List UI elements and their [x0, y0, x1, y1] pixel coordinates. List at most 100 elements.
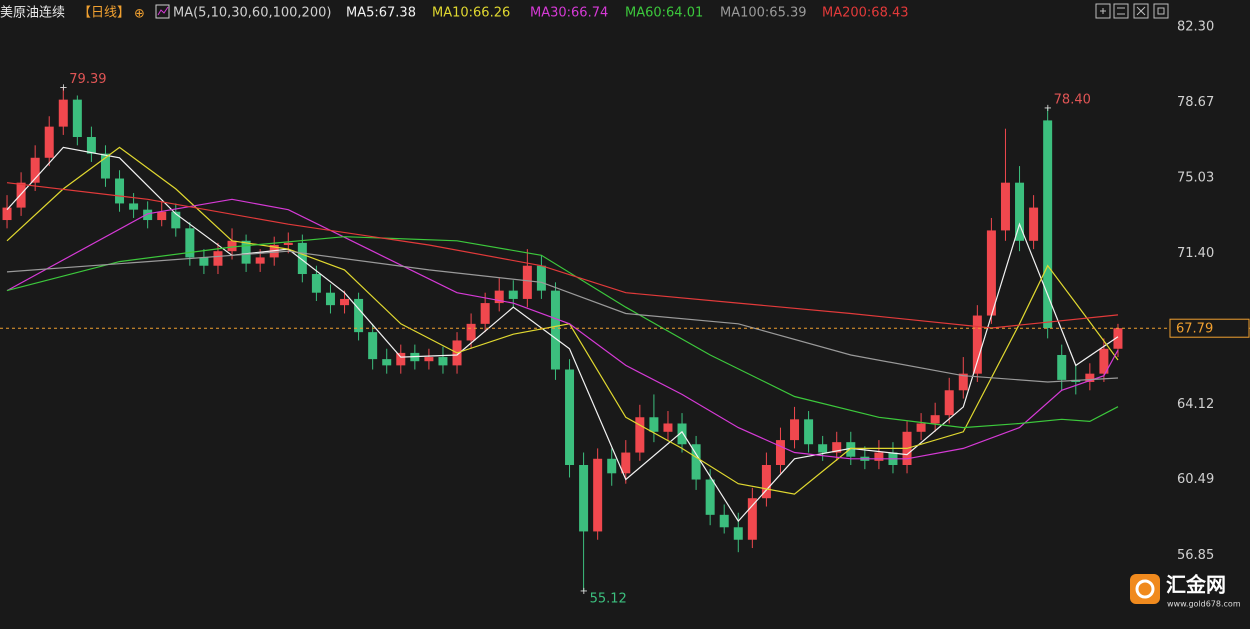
candle-body — [185, 228, 195, 258]
candle-body — [1099, 348, 1109, 374]
legend-entry: MA5:67.38 — [346, 6, 416, 21]
watermark: 汇金网 www.gold678.com — [1130, 573, 1241, 609]
candle-body — [846, 442, 856, 457]
candle-body — [944, 390, 954, 416]
extreme-label: 79.39 — [69, 72, 106, 87]
candle-body — [719, 514, 729, 528]
candle-body — [44, 126, 54, 158]
candle-body — [522, 265, 532, 299]
candle-body — [747, 498, 757, 540]
last-price-box — [1169, 318, 1250, 338]
candle-body — [115, 178, 125, 204]
candle-body — [157, 211, 167, 221]
candle-body — [30, 157, 40, 183]
candle-body — [438, 357, 448, 366]
y-tick-label: 82.30 — [1177, 19, 1214, 34]
candle-body — [550, 290, 560, 370]
candle-body — [1043, 120, 1053, 328]
candle-body — [396, 352, 406, 366]
candle-body — [100, 153, 110, 179]
candle-body — [129, 203, 139, 210]
candle-body — [171, 211, 181, 229]
candle-body — [733, 527, 743, 540]
candle-body — [508, 290, 518, 299]
ma-line — [6, 198, 1119, 460]
y-tick-label: 75.03 — [1177, 170, 1214, 185]
candle-body — [1029, 207, 1039, 241]
candle-body — [2, 207, 12, 221]
candle-body — [775, 440, 785, 466]
logo-badge — [1130, 574, 1160, 604]
candle-body — [311, 274, 321, 293]
candle-body — [649, 417, 659, 432]
candle-body — [494, 290, 504, 304]
y-tick-label: 64.12 — [1177, 397, 1214, 412]
candle-body — [199, 257, 209, 266]
candle-body — [635, 417, 645, 453]
candle-body — [86, 137, 96, 154]
chart-title: 美原油连续 — [0, 5, 65, 21]
candle-body — [227, 240, 237, 252]
candle-body — [255, 257, 265, 264]
candle-body — [916, 423, 926, 432]
indicator: MA(5,10,30,60,100,200) — [173, 6, 331, 21]
candle-body — [536, 265, 546, 291]
candle-body — [1057, 354, 1067, 380]
candle-body — [1113, 328, 1123, 349]
extreme-label: 78.40 — [1054, 92, 1091, 107]
add-icon[interactable]: ⊕ — [134, 7, 145, 22]
candle-body — [972, 315, 982, 374]
extreme-marker: + — [59, 82, 67, 93]
candle-body — [241, 240, 251, 264]
legend-entry: MA10:66.26 — [432, 6, 510, 21]
candle-body — [621, 452, 631, 474]
y-tick-label: 78.67 — [1177, 95, 1214, 110]
candle-body — [297, 242, 307, 275]
legend-entry: MA60:64.01 — [625, 6, 703, 21]
candle-body — [818, 444, 828, 453]
candle-body — [677, 423, 687, 445]
tool-button[interactable] — [1153, 3, 1169, 19]
y-tick-label: 71.40 — [1177, 246, 1214, 261]
period[interactable]: 【日线】 — [78, 6, 130, 21]
candle-body — [958, 373, 968, 391]
indicator-icon[interactable] — [155, 4, 170, 19]
candle-body — [874, 452, 884, 461]
candle-body — [565, 369, 575, 466]
last-price-label: 67.79 — [1176, 322, 1213, 337]
logo-name: 汇金网 — [1166, 573, 1226, 597]
candle-body — [691, 444, 701, 480]
candle-body — [804, 419, 814, 445]
candle-body — [424, 357, 434, 362]
tool-button[interactable] — [1095, 3, 1111, 19]
extreme-label: 55.12 — [590, 592, 627, 607]
candle-body — [1000, 182, 1010, 231]
candle-body — [340, 298, 350, 306]
candle-body — [790, 419, 800, 441]
candle-body — [663, 423, 673, 432]
candle-body — [986, 230, 996, 316]
ma-line — [6, 182, 1119, 329]
ma-line — [6, 250, 1119, 383]
candle-body — [1015, 182, 1025, 241]
candle-body — [143, 209, 153, 221]
candle-body — [480, 303, 490, 324]
candle-body — [930, 415, 940, 424]
legend-entry: MA30:66.74 — [530, 6, 608, 21]
y-tick-label: 56.85 — [1177, 548, 1214, 563]
tool-button[interactable] — [1113, 3, 1129, 19]
candle-body — [607, 458, 617, 474]
candle-body — [761, 465, 771, 499]
extreme-marker: + — [1044, 103, 1052, 114]
candle-body — [283, 242, 293, 245]
candle-body — [325, 292, 335, 306]
tool-button[interactable] — [1133, 3, 1149, 19]
extreme-marker: + — [580, 586, 588, 597]
legend-entry: MA200:68.43 — [822, 6, 909, 21]
candle-body — [382, 359, 392, 366]
candle-body — [466, 323, 476, 341]
logo-mark — [1135, 579, 1155, 599]
